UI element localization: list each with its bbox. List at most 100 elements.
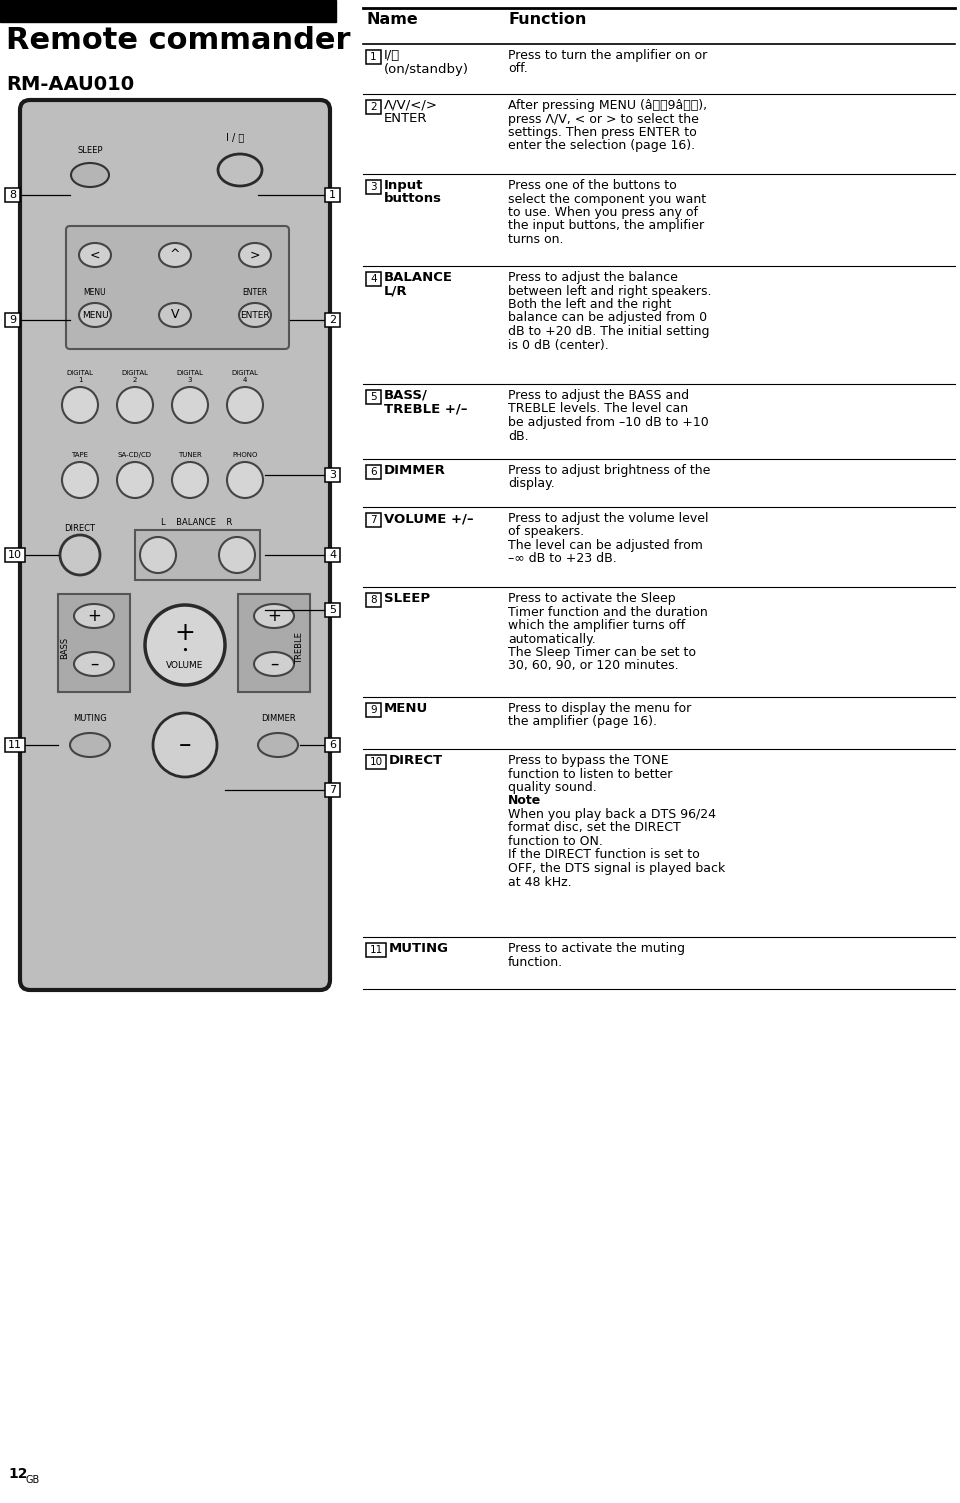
Text: TREBLE: TREBLE: [296, 633, 304, 664]
Text: RM-AAU010: RM-AAU010: [6, 75, 134, 95]
Text: SLEEP: SLEEP: [384, 592, 430, 606]
Text: 1: 1: [329, 189, 336, 200]
Text: 5: 5: [371, 392, 377, 401]
Bar: [366, 513, 381, 528]
Text: >: >: [250, 248, 260, 262]
Text: V: V: [171, 308, 180, 322]
Text: Note: Note: [508, 795, 541, 807]
Text: ∙: ∙: [181, 645, 188, 655]
Text: –: –: [270, 655, 278, 673]
Text: If the DIRECT function is set to: If the DIRECT function is set to: [508, 849, 700, 861]
Text: TAPE: TAPE: [71, 452, 88, 458]
Text: enter the selection (page 16).: enter the selection (page 16).: [508, 140, 695, 152]
Text: Remote commander: Remote commander: [6, 26, 350, 56]
Text: Press to adjust the BASS and: Press to adjust the BASS and: [508, 389, 689, 401]
Text: DIGITAL
2: DIGITAL 2: [122, 370, 149, 383]
Bar: [366, 180, 381, 194]
Text: GB: GB: [26, 1474, 40, 1485]
Bar: [5, 549, 25, 562]
Ellipse shape: [239, 304, 271, 328]
Circle shape: [227, 386, 263, 422]
Ellipse shape: [254, 604, 294, 628]
Circle shape: [227, 461, 263, 497]
Text: 5: 5: [329, 606, 336, 615]
Text: Press to adjust brightness of the: Press to adjust brightness of the: [508, 464, 710, 476]
Text: Press to activate the muting: Press to activate the muting: [508, 942, 685, 954]
Text: BALANCE: BALANCE: [384, 271, 453, 284]
Text: 8: 8: [371, 595, 377, 606]
Ellipse shape: [239, 243, 271, 268]
Text: which the amplifier turns off: which the amplifier turns off: [508, 619, 685, 631]
Text: Λ/V/</>: Λ/V/</>: [384, 99, 438, 113]
Text: the input buttons, the amplifier: the input buttons, the amplifier: [508, 219, 704, 233]
Bar: [325, 549, 340, 562]
Text: VOLUME +/–: VOLUME +/–: [384, 513, 473, 525]
Text: DIGITAL
4: DIGITAL 4: [231, 370, 258, 383]
Text: 12: 12: [8, 1467, 28, 1480]
Text: dB.: dB.: [508, 430, 529, 442]
Circle shape: [62, 386, 98, 422]
Text: 9: 9: [9, 316, 16, 325]
Circle shape: [172, 461, 208, 497]
Text: DIGITAL
1: DIGITAL 1: [66, 370, 93, 383]
Ellipse shape: [74, 652, 114, 676]
Text: 4: 4: [329, 550, 336, 561]
Bar: [5, 188, 20, 201]
Bar: [366, 101, 381, 114]
Text: Press to display the menu for: Press to display the menu for: [508, 702, 691, 715]
Text: L    BALANCE    R: L BALANCE R: [161, 519, 232, 528]
Text: After pressing MENU (â9â),: After pressing MENU (â9â),: [508, 99, 708, 113]
Text: Press to activate the Sleep: Press to activate the Sleep: [508, 592, 676, 606]
Circle shape: [62, 461, 98, 497]
Bar: [325, 188, 340, 201]
Ellipse shape: [79, 304, 111, 328]
Text: 9: 9: [371, 705, 377, 715]
Text: 30, 60, 90, or 120 minutes.: 30, 60, 90, or 120 minutes.: [508, 660, 679, 672]
Text: turns on.: turns on.: [508, 233, 564, 246]
FancyBboxPatch shape: [66, 225, 289, 349]
Text: +: +: [87, 607, 101, 625]
Text: 11: 11: [370, 945, 383, 954]
Text: select the component you want: select the component you want: [508, 192, 707, 206]
Text: OFF, the DTS signal is played back: OFF, the DTS signal is played back: [508, 863, 725, 875]
Text: TREBLE levels. The level can: TREBLE levels. The level can: [508, 403, 688, 415]
Text: ENTER: ENTER: [384, 113, 427, 125]
Ellipse shape: [74, 604, 114, 628]
Text: ENTER: ENTER: [240, 311, 270, 320]
Bar: [0, 0, 336, 23]
Text: –: –: [179, 733, 191, 758]
Text: BASS/: BASS/: [384, 389, 428, 401]
Text: of speakers.: of speakers.: [508, 526, 584, 538]
Bar: [366, 755, 386, 770]
Text: function to ON.: function to ON.: [508, 836, 603, 848]
Text: MUTING: MUTING: [73, 714, 107, 723]
Ellipse shape: [258, 733, 298, 758]
Text: 7: 7: [371, 516, 377, 525]
Bar: [58, 594, 130, 691]
Text: balance can be adjusted from 0: balance can be adjusted from 0: [508, 311, 708, 325]
Text: at 48 kHz.: at 48 kHz.: [508, 876, 571, 888]
Text: MENU: MENU: [84, 289, 107, 298]
Text: Press to adjust the balance: Press to adjust the balance: [508, 271, 678, 284]
Circle shape: [140, 537, 176, 573]
Text: between left and right speakers.: between left and right speakers.: [508, 284, 711, 298]
Text: 1: 1: [371, 53, 377, 62]
Text: I/⏻: I/⏻: [384, 50, 400, 62]
Bar: [366, 703, 381, 717]
Bar: [366, 389, 381, 404]
Bar: [325, 603, 340, 618]
Text: 4: 4: [371, 274, 377, 284]
Bar: [366, 50, 381, 65]
Text: –∞ dB to +23 dB.: –∞ dB to +23 dB.: [508, 553, 616, 565]
Text: be adjusted from –10 dB to +10: be adjusted from –10 dB to +10: [508, 416, 708, 428]
Text: Press to bypass the TONE: Press to bypass the TONE: [508, 755, 668, 767]
Circle shape: [145, 606, 225, 685]
Bar: [325, 467, 340, 482]
Text: PHONO: PHONO: [232, 452, 257, 458]
Text: +: +: [267, 607, 281, 625]
Text: off.: off.: [508, 63, 528, 75]
Circle shape: [219, 537, 255, 573]
Text: 10: 10: [8, 550, 22, 561]
Text: When you play back a DTS 96/24: When you play back a DTS 96/24: [508, 809, 716, 821]
Bar: [238, 594, 310, 691]
